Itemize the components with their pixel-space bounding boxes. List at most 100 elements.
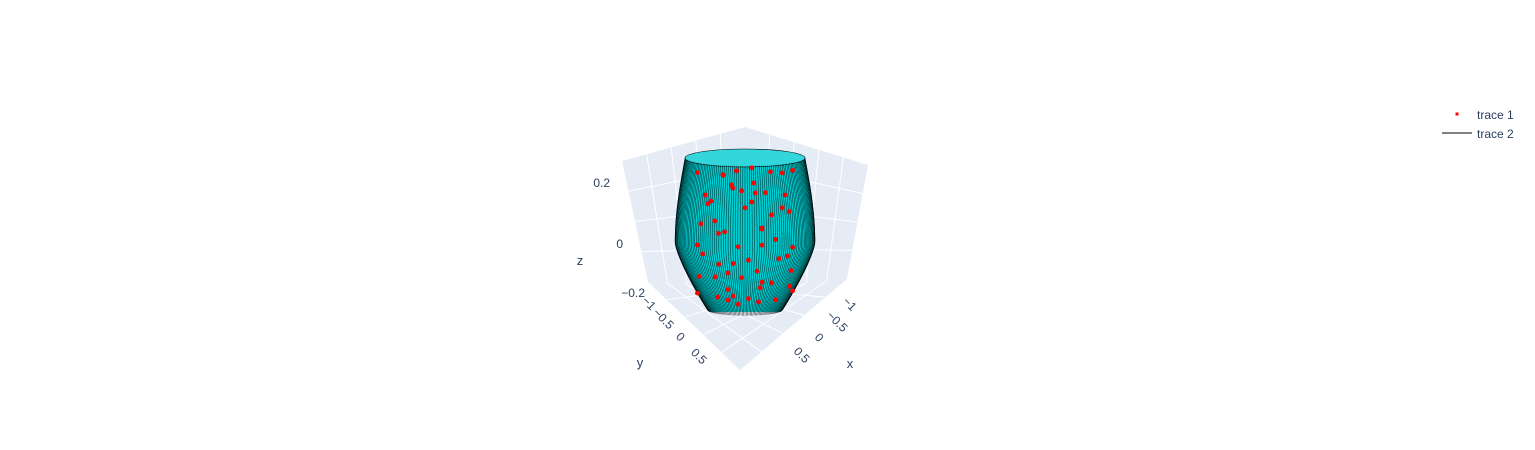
surface-meridian — [676, 159, 710, 312]
surface-meridian — [699, 164, 722, 315]
trace-1-point — [725, 270, 731, 276]
y-tick-label: 0 — [673, 329, 688, 344]
trace-1-point — [751, 180, 756, 186]
surface-meridian — [779, 160, 812, 313]
surface-meridian — [677, 160, 710, 312]
surface-meridian — [735, 165, 741, 316]
surface-meridian — [764, 164, 783, 315]
surface-meridian — [781, 159, 814, 312]
legend-item-trace-1[interactable]: trace 1 — [1455, 108, 1515, 122]
surface-meridian — [705, 164, 725, 315]
trace-1-point — [700, 251, 705, 257]
trace-1-point — [702, 192, 708, 198]
surface-meridian — [689, 162, 716, 314]
surface-meridian — [732, 165, 739, 316]
surface-meridian — [773, 163, 799, 314]
surface-meridian — [716, 165, 731, 316]
trace-1-point — [790, 244, 795, 250]
surface-meridian — [737, 165, 742, 316]
trace-1-point — [715, 294, 721, 300]
trace-1-point — [772, 237, 778, 242]
surface-meridian — [688, 162, 716, 314]
trace-1-point — [695, 170, 700, 176]
surface-meridian — [749, 165, 755, 316]
surface-meridian — [752, 165, 760, 316]
trace-1-point — [735, 244, 741, 250]
trace-1-point — [730, 293, 736, 299]
legend-marker-trace-1 — [1455, 112, 1459, 116]
trace-1-point — [695, 290, 700, 296]
surface-meridian — [762, 165, 779, 316]
trace-1-point — [716, 231, 721, 236]
surface-meridian — [780, 159, 814, 312]
trace-1-point — [756, 299, 761, 305]
z-tick-label: 0 — [616, 237, 623, 251]
trace-1-point — [705, 201, 711, 207]
trace-1-point — [725, 287, 731, 292]
trace-1-point — [749, 199, 755, 205]
trace-1-point — [720, 172, 726, 178]
trace-2-surface — [674, 148, 816, 316]
trace-1-point — [788, 268, 794, 273]
surface-meridian — [674, 158, 708, 311]
surface-meridian — [678, 160, 710, 312]
trace-1-point — [759, 226, 765, 232]
surface-meridian — [730, 165, 738, 316]
trace-1-point — [757, 285, 763, 291]
surface-meridian — [780, 160, 812, 312]
surface-meridian — [769, 163, 793, 315]
surface-meridian — [694, 163, 719, 315]
trace-1-point — [696, 274, 702, 279]
x-axis-title: x — [847, 356, 854, 371]
surface-meridian — [701, 164, 723, 315]
surface-meridian — [718, 165, 732, 316]
surface-meridian — [757, 165, 770, 316]
trace-1-point — [763, 190, 768, 196]
trace-1-point — [769, 280, 774, 286]
trace-1-point — [790, 167, 795, 173]
surface-meridian — [768, 164, 791, 315]
scene-3d[interactable] — [622, 127, 868, 370]
z-axis-title: z — [577, 253, 584, 268]
surface-meridian — [779, 160, 811, 313]
surface-meridian — [746, 165, 748, 316]
surface-meridian — [766, 164, 787, 315]
z-tick-label: 0.2 — [593, 176, 610, 190]
surface-meridian — [682, 161, 713, 313]
surface-meridian — [774, 162, 802, 314]
surface-meridian — [770, 163, 794, 315]
surface-meridian — [703, 164, 724, 315]
surface-meridian — [763, 164, 781, 315]
surface-meridian — [691, 163, 717, 314]
surface-meridian — [747, 165, 751, 316]
surface-meridian — [767, 164, 789, 315]
y-tick-label: 0.5 — [688, 345, 710, 367]
trace-1-point — [729, 182, 734, 188]
surface-meridian — [727, 165, 737, 316]
surface-meridian — [685, 162, 714, 314]
trace-1-point — [695, 242, 700, 248]
trace-1-point — [739, 275, 744, 280]
surface-meridian — [697, 163, 721, 315]
y-tick-label: −0.5 — [650, 305, 677, 332]
surface-meridian — [679, 160, 711, 313]
trace-1-point — [754, 268, 760, 274]
trace-1-point — [725, 297, 731, 303]
surface-meridian — [765, 164, 785, 315]
surface-meridian — [678, 160, 711, 313]
trace-1-point — [734, 168, 739, 174]
trace-1-point — [716, 261, 722, 267]
x-tick-label: 0.5 — [791, 344, 813, 366]
trace-1-point — [712, 218, 718, 224]
trace-1-point — [749, 165, 755, 171]
surface-meridian — [696, 163, 720, 315]
surface-meridian — [686, 162, 715, 314]
surface-meridian — [758, 165, 772, 316]
surface-meridian — [755, 165, 765, 316]
legend-item-trace-2[interactable]: trace 2 — [1442, 127, 1514, 141]
y-axis-title: y — [637, 355, 644, 370]
trace-1-point — [746, 296, 751, 301]
trace-1-point — [786, 283, 792, 289]
trace-1-point — [752, 190, 758, 196]
